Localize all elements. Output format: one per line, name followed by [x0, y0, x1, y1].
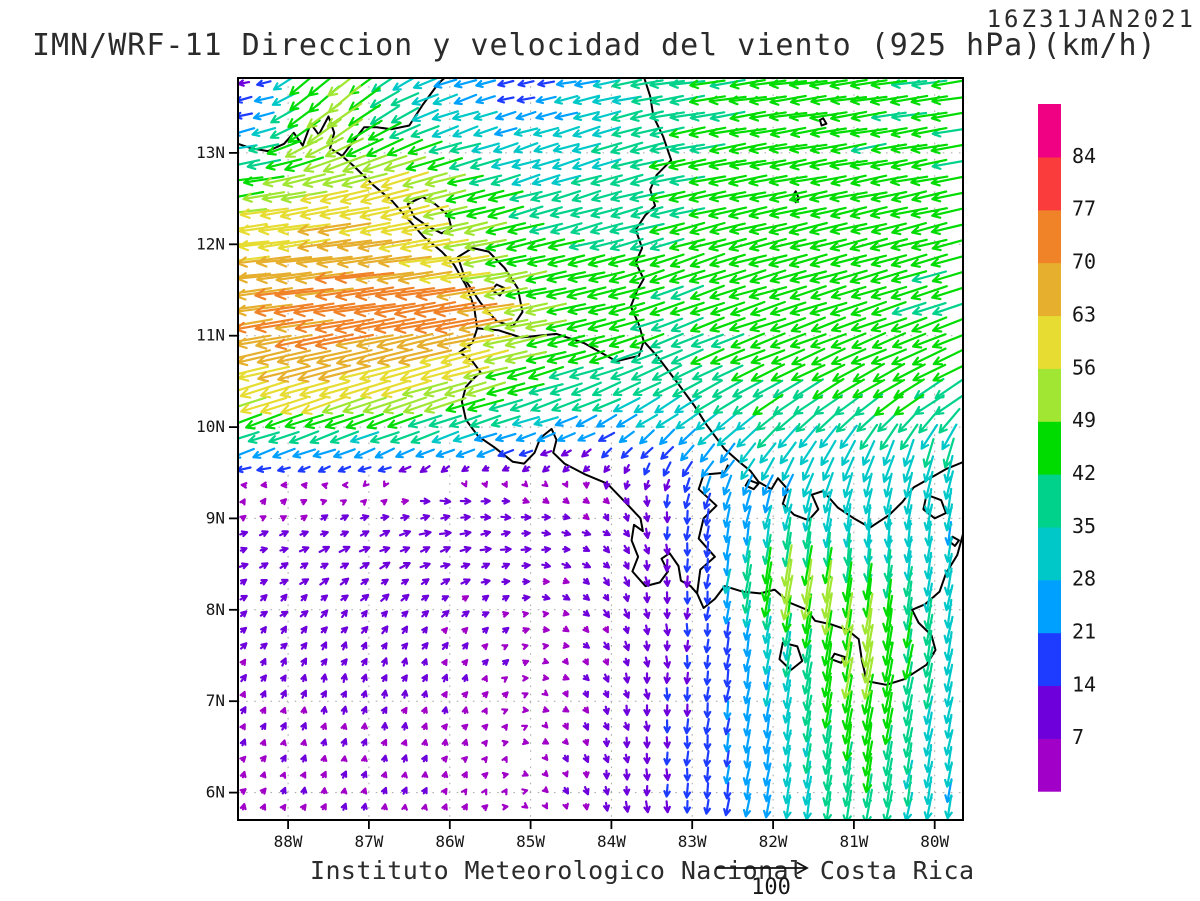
colorbar-level-label: 56	[1072, 355, 1096, 379]
valid-timestamp: 16Z31JAN2021	[986, 5, 1196, 33]
lon-tick-label: 85W	[516, 832, 545, 851]
wind-arrows-speed-class-4	[237, 77, 958, 821]
island-coiba	[778, 641, 804, 672]
lat-tick-label: 8N	[206, 600, 225, 619]
coastline-caribbean	[629, 77, 964, 529]
island-cebaco	[830, 652, 847, 664]
lake-gatun	[922, 493, 947, 520]
axis-tick-labels: 13N 12N 11N 10N 9N 8N 7N 6N 88W 87W 86W 85W 84W 83W 82…	[196, 143, 949, 851]
wind-arrows-speed-class-6	[237, 77, 964, 793]
colorbar-segment	[1038, 685, 1061, 739]
lat-tick-label: 11N	[196, 326, 225, 345]
colorbar-level-label: 42	[1072, 461, 1096, 485]
footer-institution: Instituto Meteorologico Nacional Costa R…	[310, 856, 975, 885]
colorbar-level-label: 28	[1072, 567, 1096, 591]
lat-tick-label: 6N	[206, 783, 225, 802]
colorbar-segment	[1038, 579, 1061, 634]
reference-arrow-shaft	[716, 861, 809, 875]
colorbar-segment	[1038, 209, 1061, 264]
border-costarica-panama	[696, 464, 729, 595]
colorbar-segment	[1038, 104, 1061, 158]
wind-arrows-speed-class-8	[237, 171, 530, 415]
lat-tick-label: 7N	[206, 691, 225, 710]
wind-arrows-speed-class-5	[237, 77, 964, 821]
colorbar-segment	[1038, 526, 1061, 581]
colorbar-segment	[1038, 632, 1061, 686]
axis-ticks	[229, 152, 936, 829]
colorbar-level-label: 49	[1072, 408, 1096, 432]
wind-arrows-speed-class-2	[237, 79, 732, 817]
colorbar-level-label: 21	[1072, 620, 1096, 644]
speed-colorbar: 84 77 70 63 56 49 42 35 28 21 14 7	[1038, 104, 1096, 792]
wind-map-canvas: 13N 12N 11N 10N 9N 8N 7N 6N 88W 87W 86W 85W 84W 83W 82…	[196, 77, 964, 851]
lat-tick-label: 13N	[196, 143, 225, 162]
reference-arrow-label: 100	[751, 875, 791, 900]
lon-tick-label: 84W	[597, 832, 626, 851]
wind-vector-field	[237, 77, 964, 821]
map-frame	[237, 77, 964, 821]
wind-arrows-speed-class-3	[237, 78, 953, 819]
colorbar-segment	[1038, 368, 1061, 422]
colorbar-level-label: 14	[1072, 672, 1096, 696]
colorbar-level-label: 84	[1072, 144, 1096, 168]
wind-arrows-speed-class-10	[237, 271, 498, 351]
island-providencia	[818, 117, 828, 127]
wind-arrows-speed-class-7	[237, 77, 874, 700]
colorbar-segment	[1038, 474, 1061, 528]
colorbar-level-label: 77	[1072, 197, 1096, 221]
colorbar-segment	[1038, 156, 1061, 211]
colorbar-segment	[1038, 262, 1061, 317]
lake-nicaragua	[456, 247, 524, 328]
lon-tick-label: 87W	[354, 832, 383, 851]
colorbar-level-label: 35	[1072, 514, 1096, 538]
colorbar-level-label: 63	[1072, 302, 1096, 326]
lon-tick-label: 80W	[920, 832, 949, 851]
wind-arrows-speed-class-1	[237, 79, 691, 814]
island-bocas	[744, 479, 760, 491]
colorbar-segment	[1038, 315, 1061, 369]
wind-arrows-speed-class-0	[239, 480, 610, 812]
lat-tick-label: 10N	[196, 417, 225, 436]
reference-arrow: 100	[716, 861, 809, 900]
lat-tick-label: 9N	[206, 508, 225, 527]
colorbar-segment	[1038, 421, 1061, 475]
page-title: IMN/WRF-11 Direccion y velocidad del vie…	[32, 28, 1157, 63]
colorbar-segment	[1038, 738, 1061, 792]
colorbar-level-label: 7	[1072, 725, 1084, 749]
colorbar-level-label: 70	[1072, 250, 1096, 274]
lat-tick-label: 12N	[196, 234, 225, 253]
lon-tick-label: 82W	[759, 832, 788, 851]
lon-tick-label: 86W	[435, 832, 464, 851]
coastline-pacific	[237, 115, 964, 686]
lon-tick-label: 83W	[678, 832, 707, 851]
lon-tick-label: 81W	[839, 832, 868, 851]
lon-tick-label: 88W	[274, 832, 303, 851]
